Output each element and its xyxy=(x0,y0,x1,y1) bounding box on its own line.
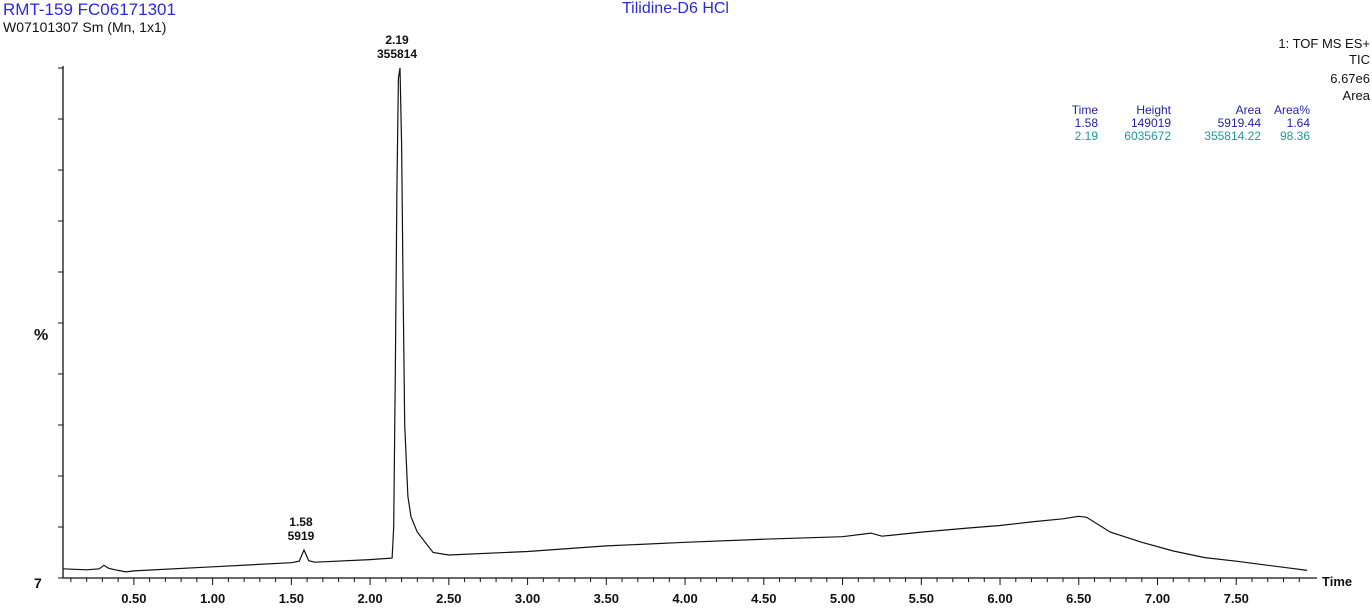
x-tick-label: 7.50 xyxy=(1224,591,1249,606)
axes xyxy=(62,66,1317,579)
table-row: 1.58 149019 5919.44 1.64 xyxy=(1060,117,1310,130)
compound-title: Tilidine-D6 HCl xyxy=(622,0,729,17)
cell: 2.19 xyxy=(1074,129,1098,143)
x-tick-label: 4.50 xyxy=(751,591,776,606)
x-axis-label: Time xyxy=(1322,574,1352,589)
sample-id: RMT-159 FC06171301 xyxy=(3,0,176,19)
trace-layer xyxy=(62,67,1308,573)
x-tick-label: 2.50 xyxy=(436,591,461,606)
x-tick-label: 7.00 xyxy=(1145,591,1170,606)
cell: 1.64 xyxy=(1286,116,1310,130)
peak-time-label: 2.19 xyxy=(385,33,409,47)
cell: 1.58 xyxy=(1074,116,1098,130)
chromatogram-trace xyxy=(62,67,1308,573)
peak-time-label: 1.58 xyxy=(289,515,313,529)
x-tick-label: 0.50 xyxy=(121,591,146,606)
max-intensity: 6.67e6 xyxy=(1330,71,1370,86)
x-tick-label: 4.00 xyxy=(672,591,697,606)
x-tick-label: 5.50 xyxy=(909,591,934,606)
col-time: Time xyxy=(1071,103,1098,117)
x-tick-label: 5.00 xyxy=(830,591,855,606)
cell: 6035672 xyxy=(1124,129,1171,143)
peak-area-label: 355814 xyxy=(377,47,417,61)
col-area: Area xyxy=(1235,103,1261,117)
integration-mode: Area xyxy=(1342,88,1370,103)
cell: 5919.44 xyxy=(1217,116,1261,130)
cell: 98.36 xyxy=(1279,129,1310,143)
x-tick-label: 1.50 xyxy=(279,591,304,606)
ticks: 0.50 1.00 1.50 2.00 2.50 3.00 3.50 4.00 4.50 5.00… xyxy=(58,67,1300,606)
peak-area-label: 5919 xyxy=(288,529,315,543)
y-axis-bottom-label: 7 xyxy=(34,575,42,591)
trace-type: TIC xyxy=(1349,52,1370,67)
col-height: Height xyxy=(1136,103,1171,117)
sample-subtitle: W07101307 Sm (Mn, 1x1) xyxy=(3,19,167,35)
y-axis-label: % xyxy=(34,327,48,344)
x-tick-label: 1.00 xyxy=(200,591,225,606)
x-tick-label: 3.50 xyxy=(594,591,619,606)
x-tick-label: 2.00 xyxy=(357,591,382,606)
x-tick-label: 3.00 xyxy=(515,591,540,606)
cell: 149019 xyxy=(1130,116,1171,130)
x-tick-label: 6.50 xyxy=(1066,591,1091,606)
peak-table: Time Height Area Area% 1.58 149019 5919.… xyxy=(1060,104,1310,143)
table-row: 2.19 6035672 355814.22 98.36 xyxy=(1060,130,1310,143)
cell: 355814.22 xyxy=(1204,129,1261,143)
peak-table-header: Time Height Area Area% xyxy=(1060,104,1310,117)
x-tick-label: 6.00 xyxy=(987,591,1012,606)
scan-mode: 1: TOF MS ES+ xyxy=(1278,36,1370,51)
col-area-pct: Area% xyxy=(1273,103,1310,117)
